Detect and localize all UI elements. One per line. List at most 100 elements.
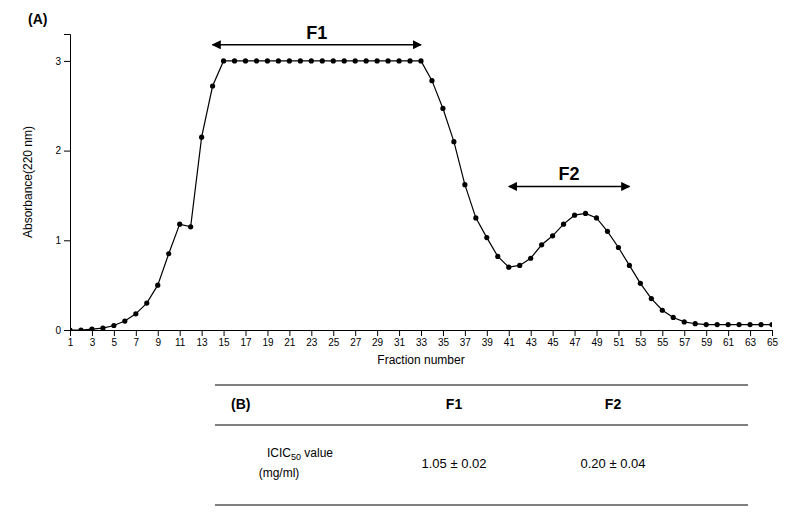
data-point [111,323,116,328]
x-tick: 9 [155,330,161,348]
data-point [451,139,456,144]
data-point [539,242,544,247]
x-tick-mark [92,330,93,336]
x-tick-label: 13 [197,337,209,348]
data-point [144,300,149,305]
data-point [440,106,445,111]
table-row-label-part: value [301,446,333,460]
data-point [133,311,138,316]
y-axis-line [64,35,71,331]
arrow-label: F2 [559,164,580,184]
data-point [715,322,720,327]
x-tick-label: 43 [526,337,538,348]
x-tick-mark [487,330,488,336]
data-point [78,327,83,330]
x-tick-label: 15 [219,337,231,348]
data-point [276,58,281,63]
x-tick-mark [114,330,115,336]
x-tick-label: 31 [394,337,406,348]
data-point [342,58,347,63]
data-point [166,251,171,256]
data-point [561,222,566,227]
x-tick-mark [575,330,576,336]
x-tick-mark [618,330,619,336]
data-point [320,58,325,63]
x-tick-label: 45 [548,337,560,348]
y-axis-title: Absorbance(220 nm) [21,126,35,238]
table-rule [215,424,748,425]
x-tick-mark [355,330,356,336]
table: (B)F1F2ICIC50 value(mg/ml)1.05 ± 0.020.2… [215,385,748,505]
x-axis-line [71,331,773,337]
data-point [726,322,731,327]
y-tick-label: 2 [55,145,61,156]
data-point [528,256,533,261]
x-tick: 41 [504,330,516,348]
data-point [506,265,511,270]
data-point [364,58,369,63]
x-tick-mark [267,330,268,336]
x-tick: 33 [416,330,428,348]
panel-label: (A) [28,11,47,27]
x-tick-label: 9 [155,337,161,348]
data-point [254,58,259,63]
x-tick-mark [597,330,598,336]
plot-area [70,58,772,330]
data-point [605,229,610,234]
data-point [188,224,193,229]
x-tick-mark [377,330,378,336]
table-value: 0.20 ± 0.04 [581,456,646,471]
x-tick-label: 35 [438,337,450,348]
x-tick: 51 [613,330,625,348]
x-tick: 39 [482,330,494,348]
x-tick: 63 [745,330,757,348]
x-tick: 43 [526,330,538,348]
x-tick-label: 53 [635,337,647,348]
x-tick-label: 27 [350,337,362,348]
table-header: F2 [605,396,622,412]
x-tick-label: 57 [679,337,691,348]
data-point [747,322,752,327]
x-tick-mark [443,330,444,336]
x-tick-mark [640,330,641,336]
x-tick-label: 5 [112,337,118,348]
x-tick-label: 51 [613,337,625,348]
data-point [671,315,676,320]
y-tick: 0 [55,325,70,336]
x-tick-label: 59 [701,337,713,348]
x-tick-mark [553,330,554,336]
y-tick-mark [64,61,70,62]
table-rule [215,384,748,385]
range-arrow [509,186,630,187]
y-tick-mark [64,240,70,241]
x-axis: 1357911131517192123252729313335373941434… [68,330,779,348]
x-tick: 53 [635,330,647,348]
x-tick-label: 49 [591,337,603,348]
data-point [418,58,423,63]
x-tick-label: 63 [745,337,757,348]
x-tick: 1 [68,330,74,348]
y-axis: 0123 [55,35,70,336]
data-point [638,281,643,286]
data-point [232,58,237,63]
data-point [353,58,358,63]
chart: 1357911131517192123252729313335373941434… [0,0,796,530]
data-point [627,263,632,268]
y-tick: 1 [55,235,70,246]
table-rule [215,504,748,505]
x-tick: 27 [350,330,362,348]
x-tick-label: 39 [482,337,494,348]
data-point [100,326,105,330]
data-point [155,283,160,288]
data-point [243,58,248,63]
x-tick-mark [180,330,181,336]
x-axis-title: Fraction number [377,353,464,367]
data-point [594,215,599,220]
data-point [385,58,390,63]
data-point [89,327,94,330]
x-tick: 55 [657,330,669,348]
x-tick: 29 [372,330,384,348]
data-point [682,319,687,324]
y-tick-label: 1 [55,235,61,246]
x-tick: 59 [701,330,713,348]
